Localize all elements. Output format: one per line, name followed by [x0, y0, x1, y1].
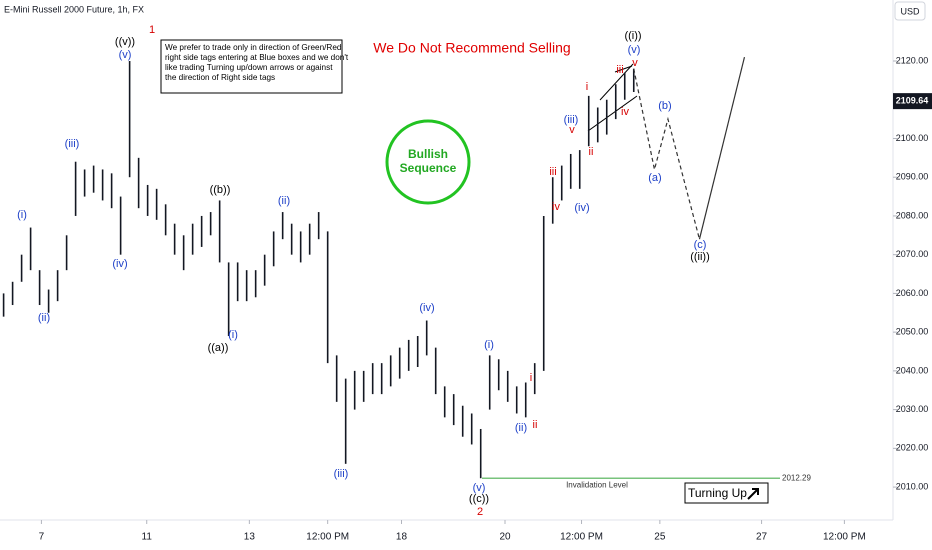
diagonal-line [614, 65, 633, 73]
wave-label: (iv) [419, 302, 434, 314]
wave-label: (c) [694, 239, 707, 251]
wave-label: v [569, 124, 575, 136]
badge-text: Sequence [400, 161, 457, 175]
wave-label: iv [552, 201, 560, 213]
signal-arrow [747, 488, 759, 500]
last-price-tag [893, 93, 932, 110]
wave-label: ((ii)) [690, 251, 710, 263]
wave-label: iv [621, 106, 629, 118]
wave-label: (iii) [65, 138, 80, 150]
projection-solid [698, 56, 746, 240]
y-tick-label: 2090.00 [896, 172, 929, 182]
signal-box [684, 482, 769, 504]
x-tick-label: 12:00 PM [306, 532, 349, 543]
signal-text: Turning Up [688, 486, 747, 500]
wave-label: 1 [149, 24, 155, 36]
y-tick-label: 2030.00 [896, 404, 929, 414]
y-tick-label: 2040.00 [896, 365, 929, 375]
wave-label: ((b)) [210, 184, 231, 196]
wave-label: (ii) [38, 312, 50, 324]
wave-label: v [632, 57, 638, 69]
x-tick-label: 25 [654, 532, 666, 543]
wave-label: (i) [228, 329, 238, 341]
y-tick-label: 2020.00 [896, 443, 929, 453]
wave-label: ((v)) [115, 36, 135, 48]
y-tick-label: 2120.00 [896, 55, 929, 65]
wave-label: i [586, 81, 588, 93]
wave-label: (a) [648, 172, 661, 184]
x-tick-label: 13 [244, 532, 256, 543]
wave-label: 2 [477, 506, 483, 518]
wave-label: (iii) [564, 114, 579, 126]
y-tick-label: 2070.00 [896, 249, 929, 259]
projection-dashed [633, 68, 701, 240]
wave-label: ii [589, 146, 594, 158]
wave-label: (iv) [574, 202, 589, 214]
x-tick-label: 20 [499, 532, 511, 543]
currency: USD [900, 6, 920, 16]
currency-box[interactable] [894, 1, 926, 21]
x-tick-label: 18 [396, 532, 408, 543]
wave-label: (i) [484, 339, 494, 351]
wave-label: ((a)) [208, 342, 229, 354]
invalidation-label: Invalidation Level [566, 480, 628, 489]
invalidation-price: 2012.29 [782, 473, 811, 482]
bullish-badge [385, 119, 471, 205]
wave-label: (v) [628, 44, 641, 56]
wave-label: ii [533, 419, 538, 431]
wave-label: iii [616, 64, 623, 76]
y-tick-label: 2100.00 [896, 133, 929, 143]
headline: We Do Not Recommend Selling [373, 40, 570, 56]
x-tick-label: 7 [39, 532, 45, 543]
wave-label: ((i)) [624, 30, 641, 42]
y-tick-label: 2060.00 [896, 288, 929, 298]
y-tick-label: 2050.00 [896, 327, 929, 337]
x-tick-label: 12:00 PM [560, 532, 603, 543]
note-line: We prefer to trade only in direction of … [165, 43, 342, 52]
last-price-label: 2109.64 [896, 96, 929, 106]
note-line: like trading Turning up/down arrows or a… [165, 63, 333, 72]
wave-label: i [530, 372, 532, 384]
wave-label: iii [549, 166, 556, 178]
note-box [160, 39, 343, 94]
wave-label: ((c)) [469, 493, 489, 505]
y-tick-label: 2080.00 [896, 210, 929, 220]
wave-label: (i) [17, 209, 27, 221]
wave-label: (v) [473, 482, 486, 494]
wave-label: (b) [658, 100, 671, 112]
x-tick-label: 12:00 PM [823, 532, 866, 543]
y-tick-label: 2010.00 [896, 481, 929, 491]
wave-label: (ii) [515, 422, 527, 434]
note-line: the direction of Right side tags [165, 73, 275, 82]
x-tick-label: 11 [142, 532, 153, 543]
diagonal-line [599, 63, 634, 101]
diagonal-line [587, 95, 638, 132]
wave-label: (ii) [278, 195, 290, 207]
wave-label: (iii) [334, 468, 349, 480]
badge-text: Bullish [408, 147, 448, 161]
wave-label: (iv) [112, 258, 127, 270]
x-tick-label: 27 [756, 532, 768, 543]
chart-title: E-Mini Russell 2000 Future, 1h, FX [4, 4, 144, 14]
note-line: right side tags entering at Blue boxes a… [165, 53, 349, 62]
wave-label: (v) [119, 49, 132, 61]
